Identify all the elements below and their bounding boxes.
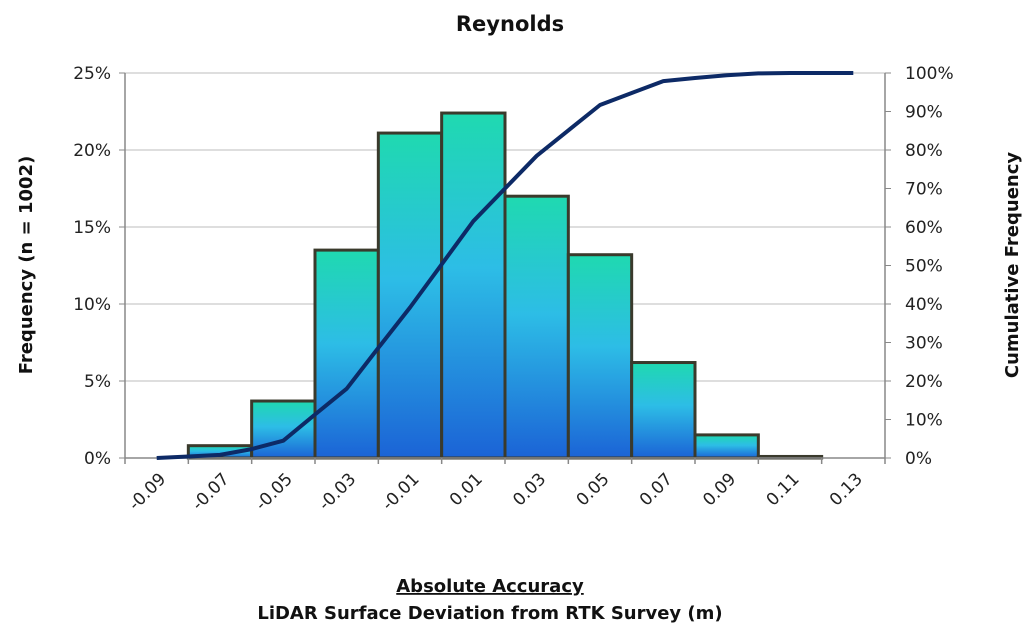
y-axis-left-label: Frequency (n = 1002) [16, 156, 37, 375]
y-axis-right-label: Cumulative Frequency [1002, 152, 1023, 379]
x-tick-label: 0.11 [763, 469, 804, 510]
bar [313, 248, 380, 460]
left-axis-ticks: 0% 5% 10% 15% 20% 25% [73, 64, 111, 469]
y-right-tick-label: 100% [905, 64, 954, 84]
bar [376, 131, 444, 460]
x-tick-label: 0.03 [509, 469, 550, 510]
x-axis-ticks: -0.09 -0.07 -0.05 -0.03 -0.01 0.01 0.03 0.05 0.0… [125, 469, 867, 514]
bar [693, 433, 760, 460]
x-axis-label-line2: LiDAR Surface Deviation from RTK Survey … [257, 603, 722, 624]
bar [440, 111, 507, 460]
x-tick-label: 0.05 [573, 469, 614, 510]
y-left-tick-label: 5% [84, 372, 111, 392]
x-tick-label: -0.03 [315, 469, 360, 514]
y-left-tick-label: 0% [84, 449, 111, 469]
x-tick-label: 0.09 [699, 469, 740, 510]
bars [186, 111, 824, 460]
y-left-tick-label: 20% [73, 141, 111, 161]
bar [566, 253, 634, 460]
x-tick-label: -0.07 [188, 469, 233, 514]
cumulative-line [156, 71, 854, 460]
y-right-tick-label: 60% [905, 218, 943, 238]
y-right-tick-label: 90% [905, 103, 943, 123]
x-tick-label: 0.13 [826, 469, 867, 510]
y-left-tick-label: 25% [73, 64, 111, 84]
x-tick-label: -0.09 [125, 469, 170, 514]
y-right-tick-label: 20% [905, 372, 943, 392]
y-right-tick-label: 80% [905, 141, 943, 161]
x-tick-label: 0.07 [636, 469, 677, 510]
y-left-tick-label: 10% [73, 295, 111, 315]
chart-title: Reynolds [456, 12, 564, 36]
right-axis-ticks: 0% 10% 20% 30% 40% 50% 60% 70% 80% 90% 100% [905, 64, 954, 469]
y-right-tick-label: 30% [905, 334, 943, 354]
x-axis-label-line1: Absolute Accuracy [396, 576, 584, 597]
bar [630, 361, 697, 460]
y-right-tick-label: 40% [905, 295, 943, 315]
y-right-tick-label: 70% [905, 180, 943, 200]
bar [250, 399, 317, 460]
x-tick-label: -0.05 [252, 469, 297, 514]
y-left-tick-label: 15% [73, 218, 111, 238]
x-tick-label: -0.01 [378, 469, 423, 514]
y-right-tick-label: 0% [905, 449, 932, 469]
axes [119, 72, 891, 464]
bar [503, 194, 570, 460]
x-tick-label: 0.01 [446, 469, 487, 510]
cumulative-frequency-line [156, 71, 854, 460]
y-right-tick-label: 50% [905, 257, 943, 277]
y-right-tick-label: 10% [905, 411, 943, 431]
